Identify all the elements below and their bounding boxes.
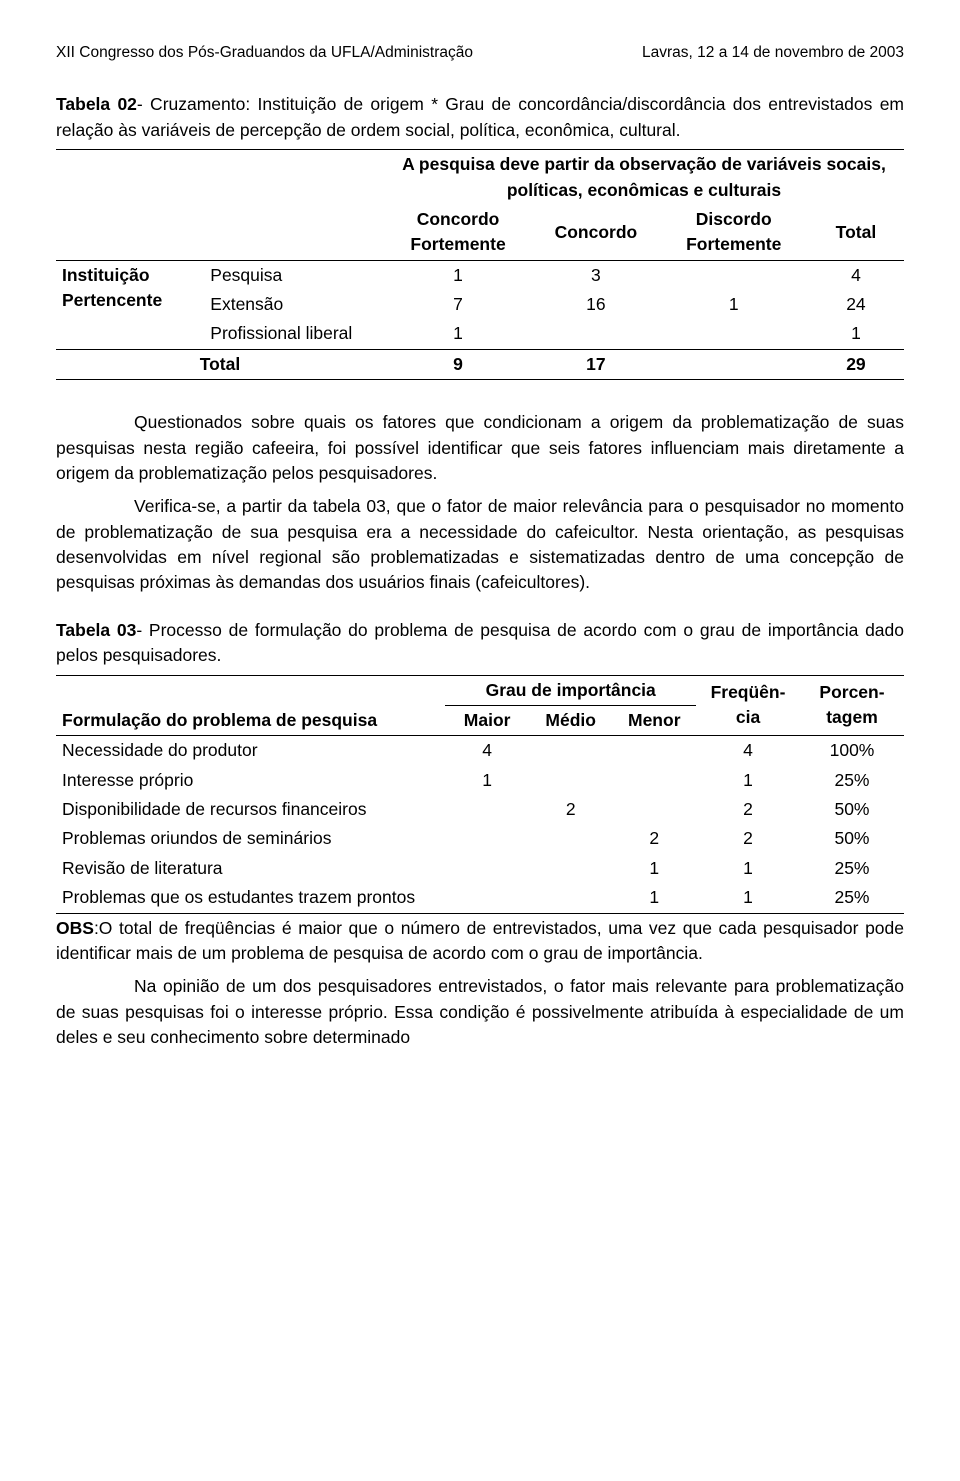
table02-row-pesquisa-label: Pesquisa [204, 260, 384, 290]
table02-total-label: Total [56, 349, 384, 379]
table-cell [612, 736, 696, 766]
table-cell [445, 883, 529, 913]
obs-lead: OBS [56, 918, 94, 938]
table-cell: 1 [808, 319, 904, 349]
table-cell [532, 319, 659, 349]
table03-super-header: Grau de importância [445, 675, 696, 705]
table-cell: 1 [612, 883, 696, 913]
table-cell: 25% [800, 883, 904, 913]
paragraph-3: Na opinião de um dos pesquisadores entre… [56, 974, 904, 1050]
table02-row-group: Instituição Pertencente [56, 260, 204, 349]
table02-col-concordo: Concordo [532, 205, 659, 260]
table-row: Problemas que os estudantes trazem pront… [56, 883, 445, 913]
table-row: Necessidade do produtor [56, 736, 445, 766]
table-cell: 2 [696, 824, 800, 853]
table02-row-profissional-label: Profissional liberal [204, 319, 384, 349]
table-cell: 2 [529, 795, 613, 824]
table02-caption: Tabela 02- Cruzamento: Instituição de or… [56, 92, 904, 143]
table-cell: 1 [445, 766, 529, 795]
paragraph-1: Questionados sobre quais os fatores que … [56, 410, 904, 486]
table-cell: 1 [612, 854, 696, 883]
page-header: XII Congresso dos Pós-Graduandos da UFLA… [56, 42, 904, 64]
table-cell [529, 766, 613, 795]
table-cell: 9 [384, 349, 532, 379]
table02: A pesquisa deve partir da observação de … [56, 149, 904, 380]
table-cell: 1 [384, 319, 532, 349]
obs-paragraph: OBS:O total de freqüências é maior que o… [56, 916, 904, 967]
table03-col-medio: Médio [529, 705, 613, 735]
table-cell: 2 [696, 795, 800, 824]
table-row: Revisão de literatura [56, 854, 445, 883]
table03-row-header: Formulação do problema de pesquisa [56, 675, 445, 736]
table-cell: 29 [808, 349, 904, 379]
table03-caption-rest: - Processo de formulação do problema de … [56, 620, 904, 665]
table-cell: 24 [808, 290, 904, 319]
table-cell [529, 883, 613, 913]
table-cell: 4 [445, 736, 529, 766]
table-cell: 100% [800, 736, 904, 766]
table-cell: 1 [660, 290, 808, 319]
table-cell: 7 [384, 290, 532, 319]
table-cell: 1 [384, 260, 532, 290]
table02-col-discordo-fortemente: Discordo Fortemente [660, 205, 808, 260]
table-cell: 25% [800, 766, 904, 795]
table-cell: 17 [532, 349, 659, 379]
table03-col-pct: Porcen-tagem [800, 675, 904, 736]
table-cell: 1 [696, 766, 800, 795]
table-cell [445, 824, 529, 853]
table-cell [660, 349, 808, 379]
header-left: XII Congresso dos Pós-Graduandos da UFLA… [56, 42, 473, 64]
paragraph-1-text: Questionados sobre quais os fatores que … [56, 410, 904, 486]
table-cell [612, 795, 696, 824]
table-cell: 25% [800, 854, 904, 883]
table-cell [660, 319, 808, 349]
table03-col-maior: Maior [445, 705, 529, 735]
table-cell: 1 [696, 854, 800, 883]
paragraph-2-text: Verifica-se, a partir da tabela 03, que … [56, 494, 904, 596]
header-right: Lavras, 12 a 14 de novembro de 2003 [642, 42, 904, 64]
paragraph-3-text: Na opinião de um dos pesquisadores entre… [56, 974, 904, 1050]
table-cell [529, 824, 613, 853]
table02-row-extensao-label: Extensão [204, 290, 384, 319]
table02-caption-lead: Tabela 02 [56, 94, 137, 114]
table02-super-header: A pesquisa deve partir da observação de … [384, 150, 904, 205]
table-cell: 16 [532, 290, 659, 319]
table03: Formulação do problema de pesquisa Grau … [56, 675, 904, 914]
table02-col-total: Total [808, 205, 904, 260]
table03-col-menor: Menor [612, 705, 696, 735]
paragraph-2: Verifica-se, a partir da tabela 03, que … [56, 494, 904, 596]
table-cell: 50% [800, 795, 904, 824]
table-cell [529, 854, 613, 883]
table02-caption-rest: - Cruzamento: Instituição de origem * Gr… [56, 94, 904, 139]
table-cell: 2 [612, 824, 696, 853]
table-row: Disponibilidade de recursos financeiros [56, 795, 445, 824]
table02-col-concordo-fortemente: Concordo Fortemente [384, 205, 532, 260]
table-cell: 4 [808, 260, 904, 290]
table-cell: 4 [696, 736, 800, 766]
obs-rest: :O total de freqüências é maior que o nú… [56, 918, 904, 963]
table-cell [445, 854, 529, 883]
table-cell [529, 736, 613, 766]
table-cell [612, 766, 696, 795]
table-cell: 3 [532, 260, 659, 290]
table-row: Problemas oriundos de seminários [56, 824, 445, 853]
table-row: Interesse próprio [56, 766, 445, 795]
table03-caption-lead: Tabela 03 [56, 620, 136, 640]
table03-caption: Tabela 03- Processo de formulação do pro… [56, 618, 904, 669]
table-cell [445, 795, 529, 824]
table-cell: 50% [800, 824, 904, 853]
table-cell [660, 260, 808, 290]
table-cell: 1 [696, 883, 800, 913]
table03-col-freq: Freqüên-cia [696, 675, 800, 736]
